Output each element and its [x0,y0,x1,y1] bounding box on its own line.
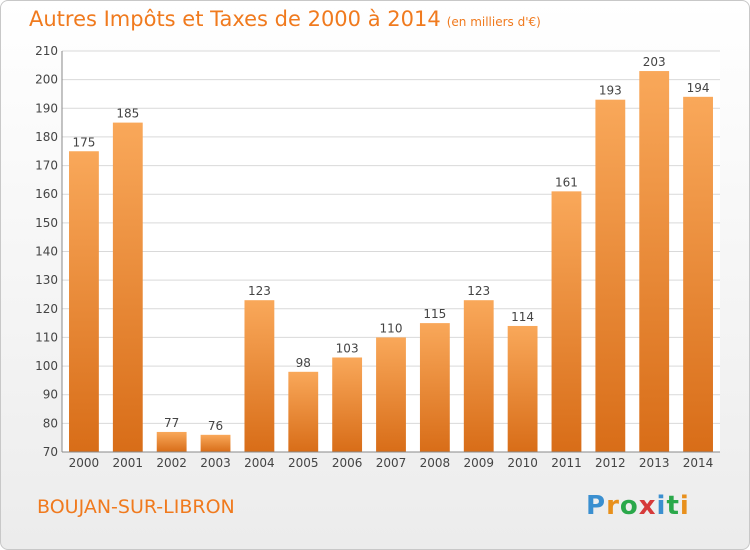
bar-2004 [244,300,275,452]
bar-2013 [639,71,670,453]
logo-letter: r [606,491,620,521]
x-tick-label: 2008 [420,456,451,470]
bar-value-label: 161 [555,175,578,189]
logo-letter: t [666,491,680,521]
bar-2010 [507,325,538,452]
bar-2011 [551,191,582,452]
bar-2005 [288,371,319,452]
bar-2008 [419,323,450,452]
bar-value-label: 123 [248,284,271,298]
bar-2006 [332,357,363,452]
chart-title-text: Autres Impôts et Taxes de 2000 à 2014 [29,7,441,31]
bar-value-label: 98 [296,356,311,370]
logo-letter: P [586,491,607,521]
x-tick-label: 2011 [551,456,582,470]
bar-2007 [376,337,406,452]
chart-unit: (en milliers d'€) [446,15,541,29]
bar-value-label: 115 [423,307,446,321]
x-tick-label: 2004 [244,456,275,470]
x-tick-label: 2005 [288,456,319,470]
y-tick-label: 140 [35,245,58,259]
bar-2003 [200,434,231,452]
bar-value-label: 103 [336,341,359,355]
x-tick-label: 2003 [200,456,231,470]
x-tick-label: 2014 [683,456,714,470]
y-tick-label: 110 [35,330,58,344]
y-tick-label: 120 [35,302,58,316]
x-tick-label: 2007 [376,456,407,470]
logo-letter: o [619,491,639,521]
logo-letter: x [638,491,657,521]
bar-2001 [112,122,143,452]
y-tick-label: 160 [35,187,58,201]
y-tick-label: 130 [35,273,58,287]
bar-value-label: 175 [72,135,95,149]
bar-value-label: 194 [687,81,710,95]
logo-letter: i [679,491,690,521]
bar-2014 [683,96,713,452]
bar-value-label: 203 [643,55,666,69]
bar-2002 [156,431,187,452]
x-tick-label: 2002 [156,456,187,470]
x-tick-label: 2006 [332,456,363,470]
y-tick-label: 150 [35,216,58,230]
y-tick-label: 80 [43,416,58,430]
bar-2000 [69,151,99,452]
bars: 175 185 77 76 123 98 103 110 115 123 114 161 193 203 1… [69,55,713,453]
chart-title: Autres Impôts et Taxes de 2000 à 2014 (en… [29,7,541,31]
x-tick-label: 2010 [507,456,538,470]
x-tick-label: 2012 [595,456,626,470]
proxiti-logo: Proxiti [586,491,690,521]
y-tick-label: 190 [35,101,58,115]
bar-value-label: 110 [380,321,403,335]
bar-2009 [463,300,494,452]
commune-name: BOUJAN-SUR-LIBRON [37,496,235,518]
bar-value-label: 123 [467,284,490,298]
y-tick-label: 70 [43,445,58,459]
y-tick-label: 90 [43,388,58,402]
x-tick-label: 2000 [69,456,100,470]
y-tick-label: 180 [35,130,58,144]
x-tick-label: 2001 [113,456,144,470]
y-tick-label: 100 [35,359,58,373]
y-axis-labels: 70 80 90 100 110 120 130 140 150 160 170 180 190 200 2… [35,44,58,459]
bar-value-label: 77 [164,416,179,430]
y-tick-label: 170 [35,159,58,173]
logo-letter: i [656,491,667,521]
x-tick-label: 2013 [639,456,670,470]
bar-value-label: 185 [116,107,139,121]
x-axis-labels: 2000 2001 2002 2003 2004 2005 2006 2007 2008 2009… [69,456,714,470]
y-tick-label: 210 [35,44,58,58]
y-tick-label: 200 [35,73,58,87]
bar-value-label: 193 [599,84,622,98]
bar-2012 [595,99,626,452]
bar-value-label: 114 [511,310,534,324]
bar-value-label: 76 [208,419,223,433]
x-tick-label: 2009 [463,456,494,470]
